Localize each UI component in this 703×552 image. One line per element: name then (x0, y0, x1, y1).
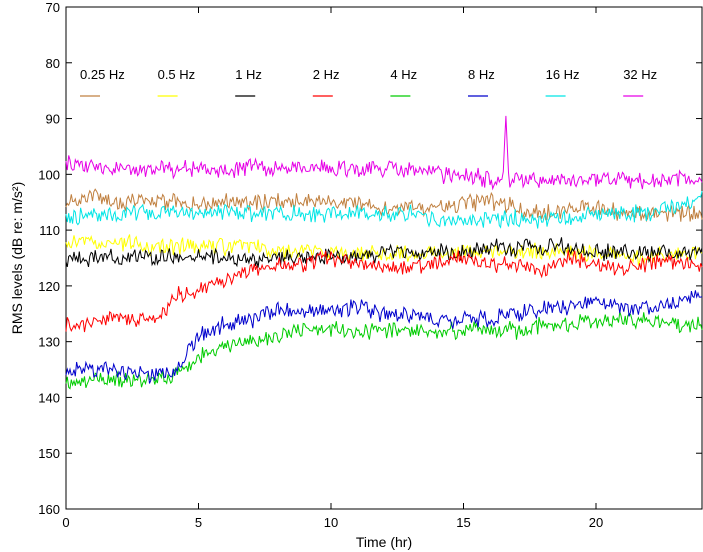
y-tick-label: 150 (38, 446, 60, 461)
x-tick-label: 10 (324, 515, 338, 530)
y-tick-label: 130 (38, 335, 60, 350)
legend: 0.25 Hz 0.5 Hz 1 Hz 2 Hz 4 Hz 8 Hz 16 Hz 32 Hz (80, 67, 657, 97)
series-line-4-hz (65, 311, 703, 390)
x-tick-label: 0 (62, 515, 69, 530)
y-tick-label: 90 (46, 112, 60, 127)
legend-label: 16 Hz (546, 67, 580, 82)
y-tick-label: 100 (38, 167, 60, 182)
x-tick-label: 5 (195, 515, 202, 530)
y-tick-label: 110 (39, 223, 60, 238)
y-tick-label: 120 (38, 279, 60, 294)
x-tick-label: 20 (589, 515, 603, 530)
plot-frame (65, 6, 703, 510)
series-layer (65, 115, 703, 390)
x-axis-title: Time (hr) (356, 534, 412, 550)
legend-label: 4 Hz (390, 67, 417, 82)
legend-label: 2 Hz (313, 67, 340, 82)
legend-label: 1 Hz (235, 67, 262, 82)
series-line-1-hz (65, 237, 703, 268)
legend-label: 32 Hz (623, 67, 657, 82)
legend-label: 8 Hz (468, 67, 495, 82)
y-tick-label: 80 (46, 56, 60, 71)
y-tick-label: 70 (46, 0, 60, 15)
series-line-0_25-hz (65, 188, 703, 223)
series-line-32-hz (65, 115, 703, 191)
y-tick-label: 140 (38, 390, 60, 405)
legend-label: 0.5 Hz (158, 67, 196, 82)
series-line-16-hz (65, 190, 703, 229)
series-line-8-hz (65, 290, 703, 384)
y-axis: 70 80 90 100 110 120 130 140 150 160 (38, 0, 702, 517)
x-axis: 0 5 10 15 20 (62, 7, 603, 530)
y-tick-label: 160 (38, 502, 60, 517)
legend-label: 0.25 Hz (80, 67, 125, 82)
series-line-2-hz (65, 250, 703, 333)
x-tick-label: 15 (456, 515, 470, 530)
y-axis-title: RMS levels (dB re: m/s²) (9, 182, 25, 334)
